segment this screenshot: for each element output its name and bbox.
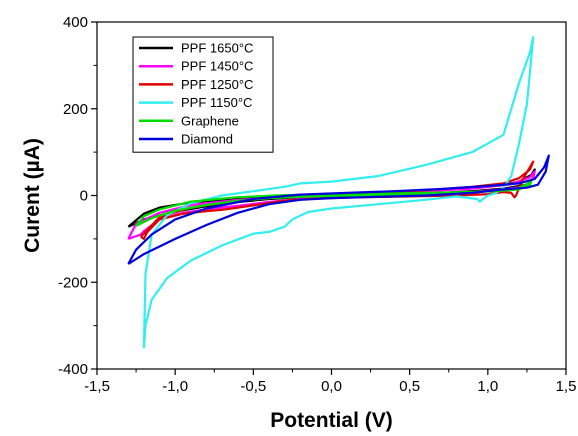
y-tick-label: -200 [58,274,88,291]
y-tick-label: -400 [58,361,88,378]
y-tick-label: 0 [80,188,88,205]
legend-label-4: Graphene [181,113,239,128]
legend: PPF 1650°C PPF 1450°C PPF 1250°C PPF 1150°C… [132,36,274,153]
x-tick-label: 0,5 [399,378,420,395]
x-tick-label: -1,5 [84,378,110,395]
legend-label-0: PPF 1650°C [181,41,253,56]
axis-ticks: -1,5 -1,0 -0,5 0,0 0,5 1,0 1,5 400 200 0 -200 -400 [58,14,576,395]
x-tick-label: 1,5 [556,378,577,395]
legend-label-1: PPF 1450°C [181,59,253,74]
legend-box [132,36,274,153]
series-lines [127,36,550,349]
legend-label-5: Diamond [181,132,233,147]
x-tick-label: -0,5 [240,378,266,395]
y-axis-title: Curent (µA) [21,138,44,253]
x-axis-title: Potential (V) [270,409,393,432]
x-tick-label: -1,0 [162,378,188,395]
legend-label-2: PPF 1250°C [181,77,253,92]
y-tick-label: 200 [63,101,88,118]
x-tick-label: 0,0 [321,378,342,395]
x-tick-label: 1,0 [477,378,498,395]
legend-label-3: PPF 1150°C [181,95,252,110]
y-tick-label: 400 [63,14,88,31]
series-line-3 [142,36,535,349]
series-line-5 [127,154,550,265]
